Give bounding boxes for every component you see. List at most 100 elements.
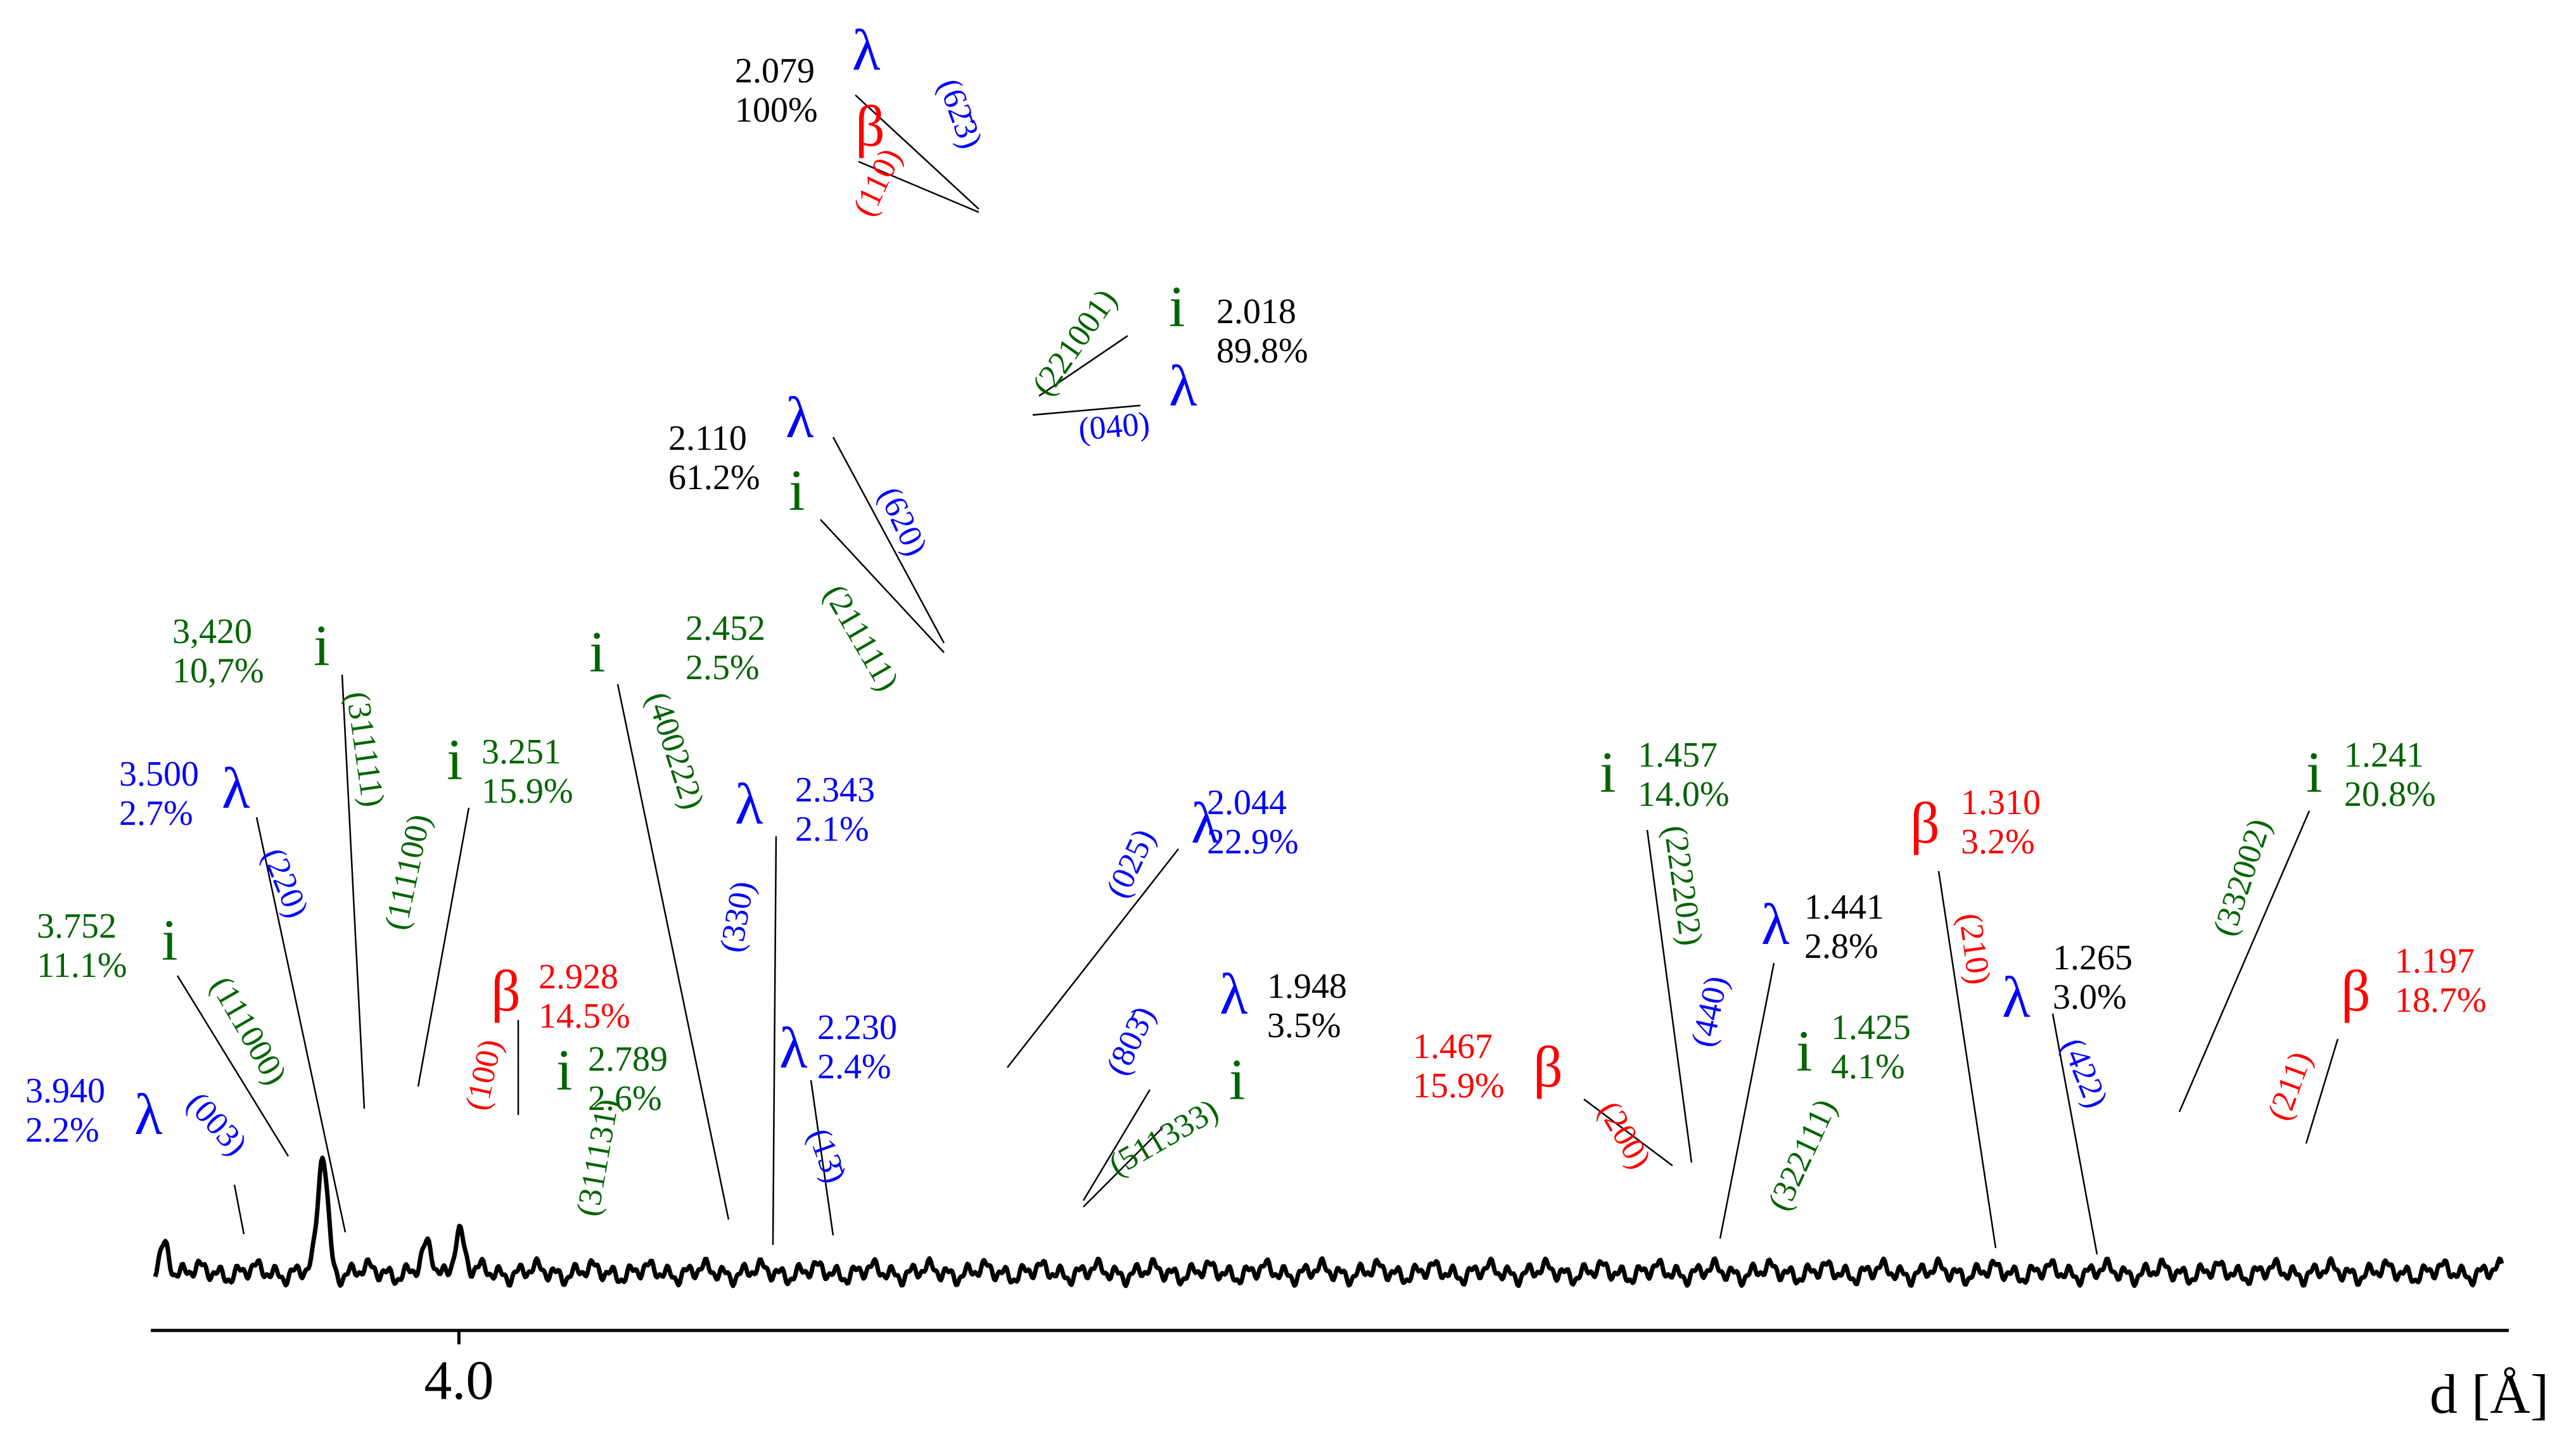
- leader-lines: [176, 94, 2339, 1255]
- lambda-phase-symbol: λ: [222, 756, 250, 820]
- peak-d-value: 3.251: [481, 732, 561, 772]
- miller-index-label: (311111): [339, 689, 391, 809]
- peak-intensity: 11.1%: [37, 946, 127, 985]
- peak-intensity: 2.6%: [588, 1079, 662, 1118]
- leader-line: [1719, 962, 1775, 1239]
- lambda-phase-symbol: λ: [1169, 354, 1197, 418]
- peak-intensity: 22.9%: [1207, 822, 1299, 862]
- leader-line: [255, 817, 347, 1233]
- peak-intensity: 3.5%: [1267, 1006, 1341, 1045]
- leader-line: [233, 1184, 245, 1235]
- i-phase-symbol: i: [162, 908, 178, 972]
- peak-d-value: 2.018: [1216, 292, 1296, 331]
- peak-intensity: 100%: [735, 91, 818, 130]
- beta-phase-symbol: β: [855, 94, 885, 158]
- peak-intensity: 2.5%: [685, 648, 760, 687]
- peak-d-value: 1.457: [1638, 736, 1718, 775]
- peak-intensity: 89.8%: [1216, 331, 1308, 371]
- peak-d-value: 2.044: [1207, 783, 1287, 822]
- lambda-phase-symbol: λ: [735, 772, 763, 836]
- lambda-phase-symbol: λ: [779, 1016, 808, 1080]
- miller-index-label: (620): [871, 481, 934, 561]
- leader-line: [1646, 829, 1693, 1163]
- peak-d-value: 2.452: [685, 609, 765, 648]
- peak-intensity: 2.1%: [795, 810, 869, 849]
- peak-d-value: 1.310: [1961, 783, 2041, 822]
- peak-intensity: 4.1%: [1831, 1047, 1905, 1087]
- i-phase-symbol: i: [1796, 1019, 1813, 1083]
- beta-phase-symbol: β: [2341, 959, 2371, 1023]
- miller-index-label: (311131): [570, 1096, 626, 1219]
- leader-line: [2051, 1013, 2098, 1255]
- diffraction-curve: [153, 1155, 2504, 1289]
- peak-d-value: 2.928: [539, 957, 618, 997]
- i-phase-symbol: i: [2306, 740, 2323, 805]
- lambda-phase-symbol: λ: [852, 18, 881, 82]
- peak-intensity: 2.4%: [817, 1047, 891, 1087]
- lambda-phase-symbol: λ: [134, 1082, 163, 1147]
- leader-line: [855, 94, 979, 210]
- miller-index-label: (803̄): [1099, 1001, 1162, 1081]
- leader-line: [1082, 1089, 1151, 1201]
- miller-index-label: (62̄3): [931, 74, 989, 153]
- leader-line: [858, 160, 979, 214]
- i-phase-symbol: i: [314, 613, 330, 678]
- x-axis: 4.03.02.52.01.51.2: [151, 1329, 2509, 1412]
- lambda-phase-symbol: λ: [1761, 892, 1790, 957]
- i-phase-symbol: i: [1600, 740, 1616, 805]
- miller-index-label: (040): [1077, 405, 1151, 448]
- peak-intensity: 14.5%: [539, 997, 630, 1036]
- i-phase-symbol: i: [556, 1038, 573, 1102]
- leader-line: [341, 674, 366, 1109]
- peak-intensity: 20.8%: [2344, 775, 2436, 814]
- peak-intensity: 3.0%: [2053, 978, 2127, 1017]
- i-phase-symbol: i: [1229, 1047, 1246, 1112]
- leader-line: [772, 836, 777, 1246]
- peak-d-value: 1.467: [1413, 1027, 1493, 1066]
- leader-line: [1937, 870, 1997, 1249]
- leader-line: [417, 807, 470, 1087]
- peak-intensity: 10,7%: [172, 651, 264, 691]
- leader-line: [616, 684, 730, 1220]
- peak-intensity: 2.8%: [1804, 927, 1878, 966]
- leader-line: [820, 519, 945, 653]
- peak-intensity: 2.2%: [25, 1111, 99, 1150]
- leader-line: [1038, 335, 1128, 397]
- lambda-phase-symbol: λ: [1191, 791, 1220, 855]
- peak-d-value: 2.230: [817, 1008, 897, 1047]
- peak-d-value: 2.110: [668, 419, 747, 458]
- miller-index-label: (111000): [203, 971, 294, 1091]
- miller-index-label: (003): [179, 1085, 254, 1163]
- leader-line: [2178, 810, 2311, 1112]
- i-phase-symbol: i: [789, 458, 805, 523]
- peak-d-value: 1.441: [1804, 888, 1884, 927]
- miller-index-label: (111100): [378, 811, 438, 933]
- leader-line: [1007, 848, 1179, 1068]
- peak-d-value: 2.789: [588, 1040, 668, 1079]
- peak-intensity: 2.7%: [119, 794, 193, 833]
- peak-intensity: 3.2%: [1961, 822, 2035, 862]
- leader-line: [832, 437, 945, 644]
- miller-index-label: (222202): [1657, 823, 1709, 948]
- peak-d-value: 2.079: [735, 51, 815, 91]
- peak-intensity: 15.9%: [1413, 1066, 1505, 1106]
- peak-d-value: 3.752: [37, 907, 117, 946]
- lambda-phase-symbol: λ: [786, 385, 814, 450]
- miller-index-label: (220): [255, 843, 316, 923]
- peak-d-value: 2.343: [795, 770, 875, 810]
- peak-d-value: 3.940: [25, 1071, 105, 1111]
- peak-d-value: 1.425: [1831, 1008, 1911, 1047]
